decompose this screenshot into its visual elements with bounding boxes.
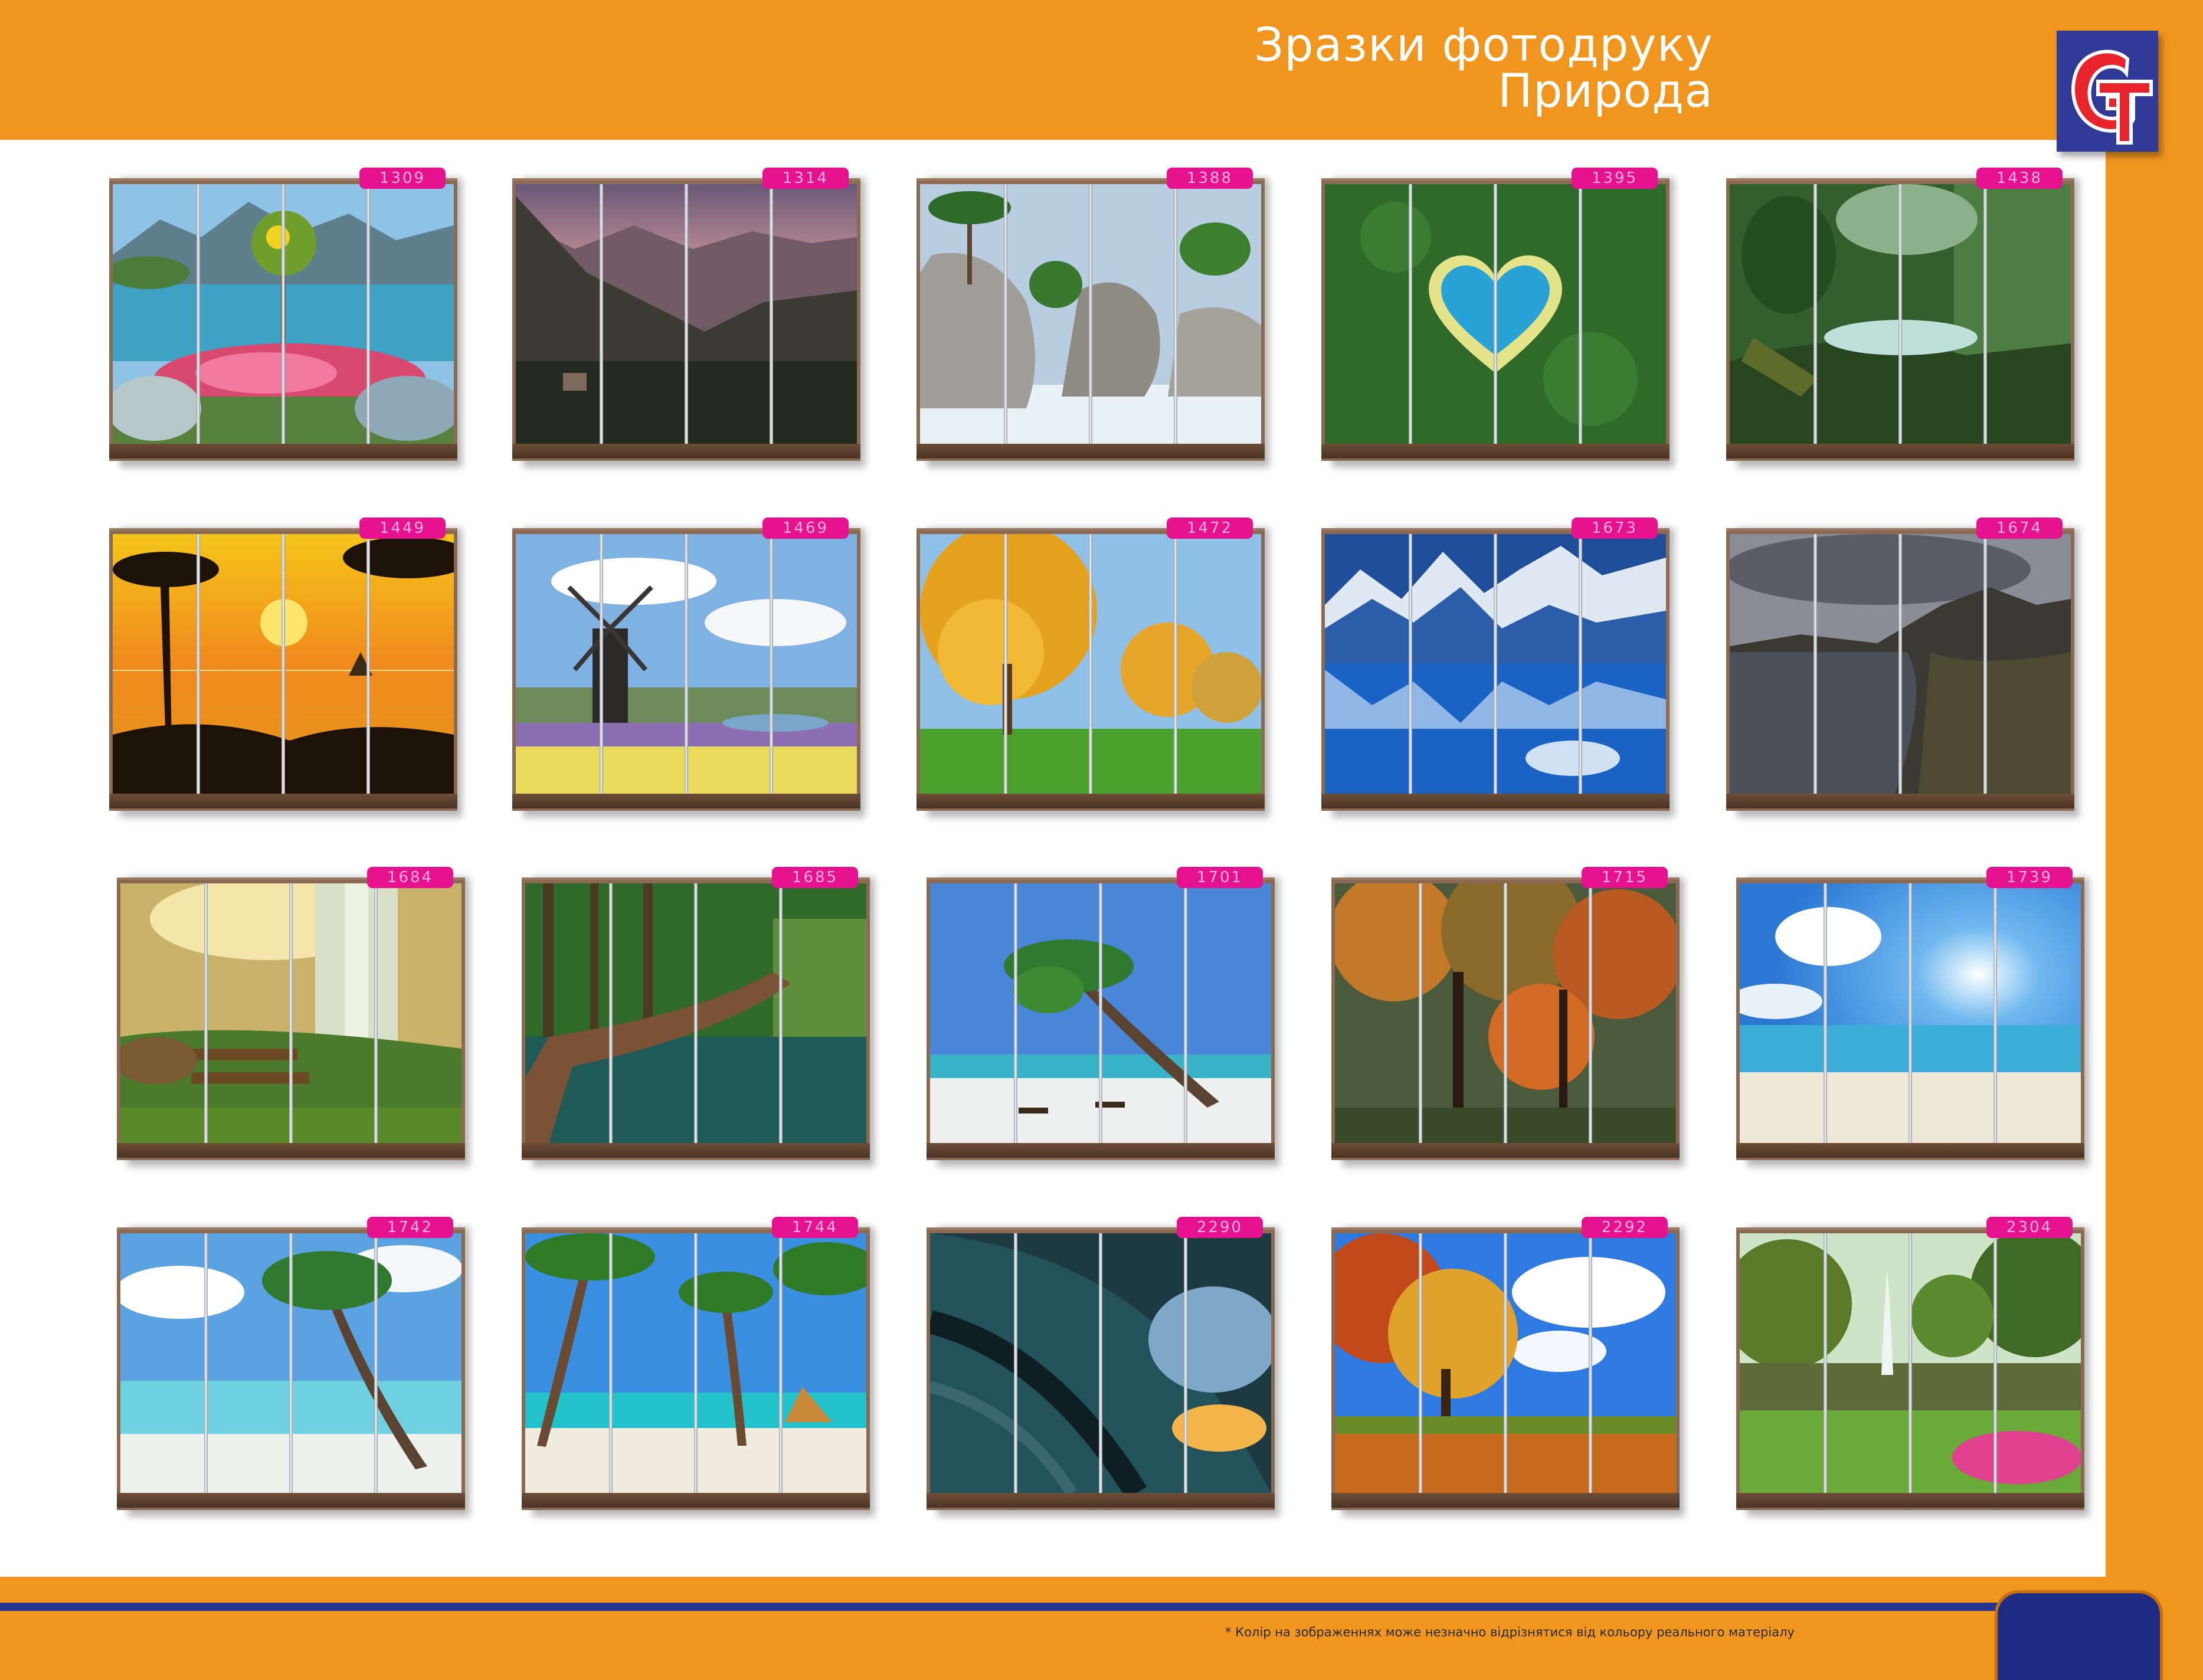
sample-card[interactable]: 2290 [927, 1217, 1279, 1517]
sample-code-badge: 1742 [367, 1217, 453, 1238]
sample-card[interactable]: 1684 [117, 867, 470, 1167]
sample-code-badge: 1685 [772, 867, 858, 888]
sample-card[interactable]: 1685 [522, 867, 875, 1167]
sample-code-badge: 1739 [1986, 867, 2073, 888]
sample-code-badge: 1469 [762, 518, 849, 539]
sample-card[interactable]: 1674 [1726, 518, 2079, 817]
footer-stripe [0, 1603, 2018, 1611]
sample-code-badge: 1673 [1572, 518, 1658, 539]
sample-card[interactable]: 1472 [916, 518, 1269, 817]
page-title: Зразки фотодруку Природа [1254, 22, 1713, 114]
sample-code-badge: 1715 [1582, 867, 1668, 888]
right-band [2106, 0, 2203, 1680]
sample-code-badge: 1388 [1167, 168, 1253, 189]
sample-code-badge: 2304 [1986, 1217, 2073, 1238]
sample-card[interactable]: 2304 [1736, 1217, 2089, 1517]
title-line-2: Природа [1498, 65, 1713, 118]
sample-code-badge: 2290 [1177, 1217, 1263, 1238]
sample-code-badge: 1314 [762, 168, 849, 189]
header-band [0, 0, 2203, 140]
sample-photo [1335, 1233, 1676, 1493]
sample-card[interactable]: 1673 [1321, 518, 1674, 817]
sample-card[interactable]: 1395 [1321, 168, 1674, 467]
sample-code-badge: 1309 [359, 168, 446, 189]
sample-card[interactable]: 1744 [522, 1217, 875, 1517]
sample-card[interactable]: 1449 [109, 518, 462, 817]
sample-card[interactable]: 1314 [512, 168, 865, 467]
color-disclaimer: * Колір на зображеннях може незначно від… [1225, 1625, 1795, 1639]
gt-logo-icon [2057, 31, 2158, 152]
sample-card[interactable]: 1438 [1726, 168, 2079, 467]
sample-code-badge: 1744 [772, 1217, 858, 1238]
sample-code-badge: 1438 [1976, 168, 2063, 189]
sample-card[interactable]: 1309 [109, 168, 462, 467]
sample-card[interactable]: 1388 [916, 168, 1269, 467]
sample-code-badge: 1395 [1572, 168, 1658, 189]
sample-card[interactable]: 1715 [1331, 867, 1684, 1167]
sample-code-badge: 1472 [1167, 518, 1253, 539]
sample-card[interactable]: 2292 [1331, 1217, 1684, 1517]
sample-card[interactable]: 1739 [1736, 867, 2089, 1167]
footer-band [0, 1577, 2203, 1680]
sample-card[interactable]: 1742 [117, 1217, 470, 1517]
page-tab [1998, 1593, 2160, 1680]
sample-code-badge: 2292 [1582, 1217, 1668, 1238]
sample-card[interactable]: 1469 [512, 518, 865, 817]
title-line-1: Зразки фотодруку [1254, 19, 1713, 72]
sample-code-badge: 1449 [359, 518, 446, 539]
sample-code-badge: 1674 [1976, 518, 2063, 539]
sample-code-badge: 1701 [1177, 867, 1263, 888]
sample-card[interactable]: 1701 [927, 867, 1279, 1167]
sample-code-badge: 1684 [367, 867, 453, 888]
